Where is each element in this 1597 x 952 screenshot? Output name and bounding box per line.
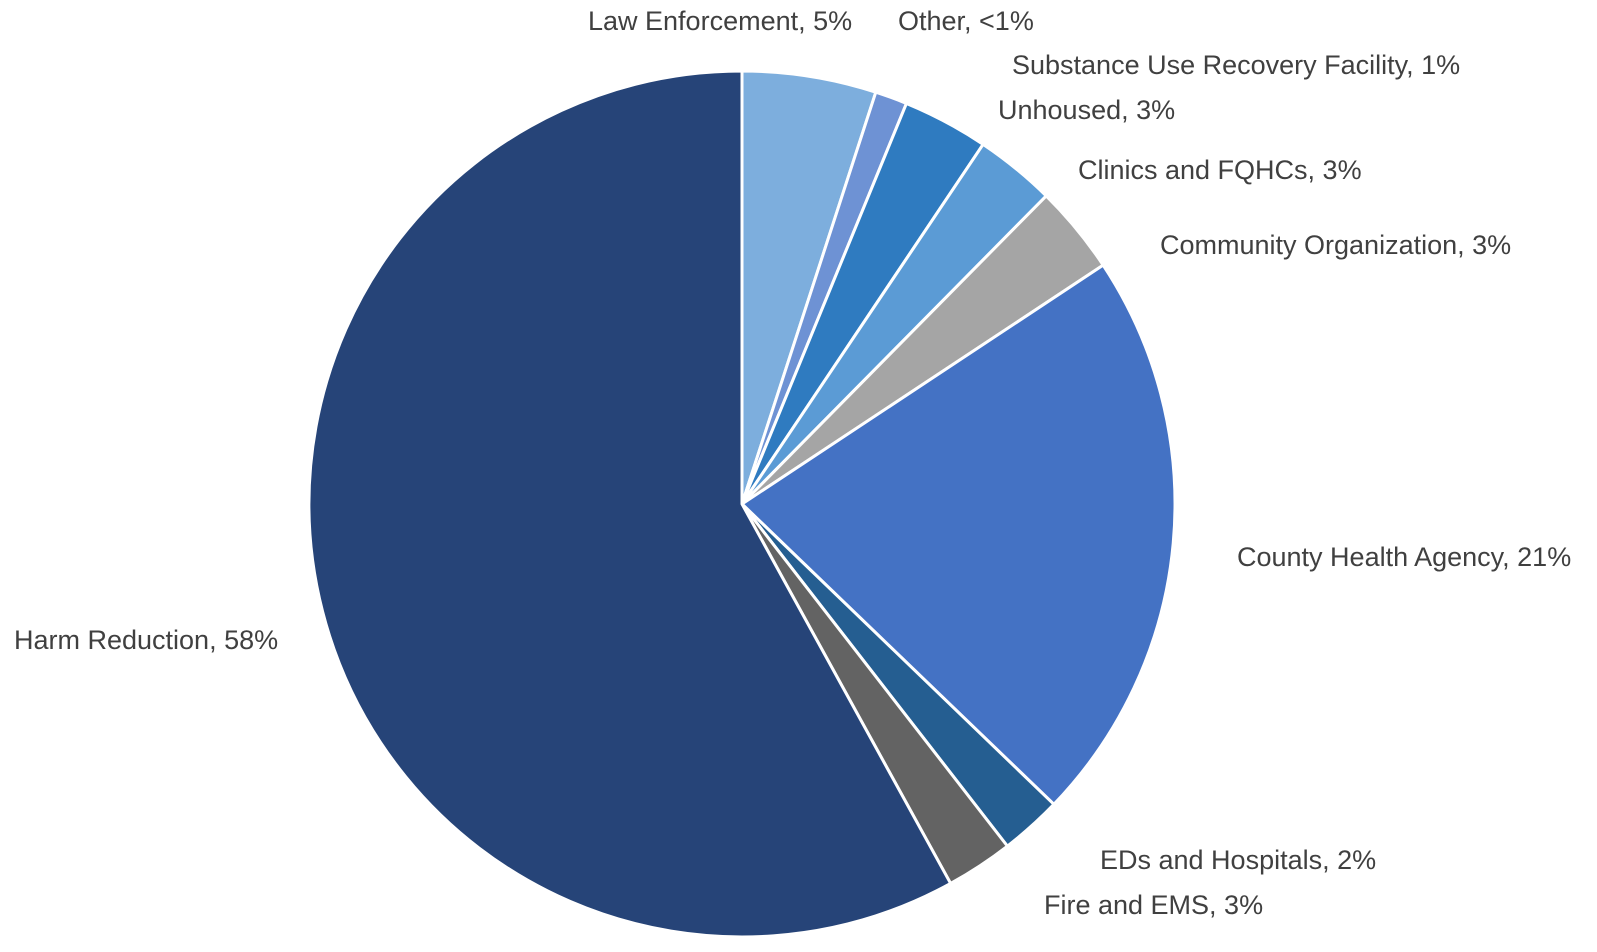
- label-county-health-agency: County Health Agency, 21%: [1237, 542, 1571, 572]
- label-harm-reduction: Harm Reduction, 58%: [14, 625, 278, 655]
- pie-slices: [307, 69, 1177, 939]
- label-community-organization: Community Organization, 3%: [1160, 230, 1511, 260]
- pie-labels: Law Enforcement, 5% Other, <1% Substance…: [14, 6, 1571, 920]
- slice-harm-reduction: [307, 69, 953, 939]
- label-unhoused: Unhoused, 3%: [998, 95, 1175, 125]
- label-other: Other, <1%: [898, 6, 1034, 36]
- label-eds-and-hospitals: EDs and Hospitals, 2%: [1100, 845, 1376, 875]
- slice-county-health-agency: [740, 263, 1177, 806]
- label-clinics-and-fqhcs: Clinics and FQHCs, 3%: [1078, 155, 1362, 185]
- label-fire-and-ems: Fire and EMS, 3%: [1044, 890, 1263, 920]
- label-substance-use-recovery-facility: Substance Use Recovery Facility, 1%: [1012, 50, 1460, 80]
- label-law-enforcement: Law Enforcement, 5%: [588, 6, 852, 36]
